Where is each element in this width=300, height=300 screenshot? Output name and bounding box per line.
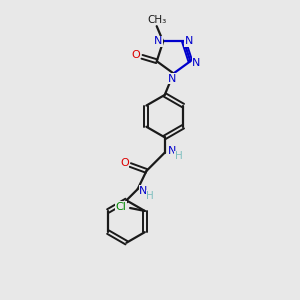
Text: O: O — [131, 50, 140, 60]
Text: N: N — [154, 37, 162, 46]
Text: N: N — [139, 186, 148, 196]
Text: H: H — [146, 190, 154, 201]
Text: N: N — [185, 37, 194, 46]
Text: N: N — [168, 146, 176, 156]
Text: N: N — [168, 74, 176, 84]
Text: CH₃: CH₃ — [147, 15, 166, 25]
Text: N: N — [192, 58, 200, 68]
Text: H: H — [175, 151, 183, 161]
Text: Cl: Cl — [116, 202, 127, 212]
Text: O: O — [120, 158, 129, 168]
